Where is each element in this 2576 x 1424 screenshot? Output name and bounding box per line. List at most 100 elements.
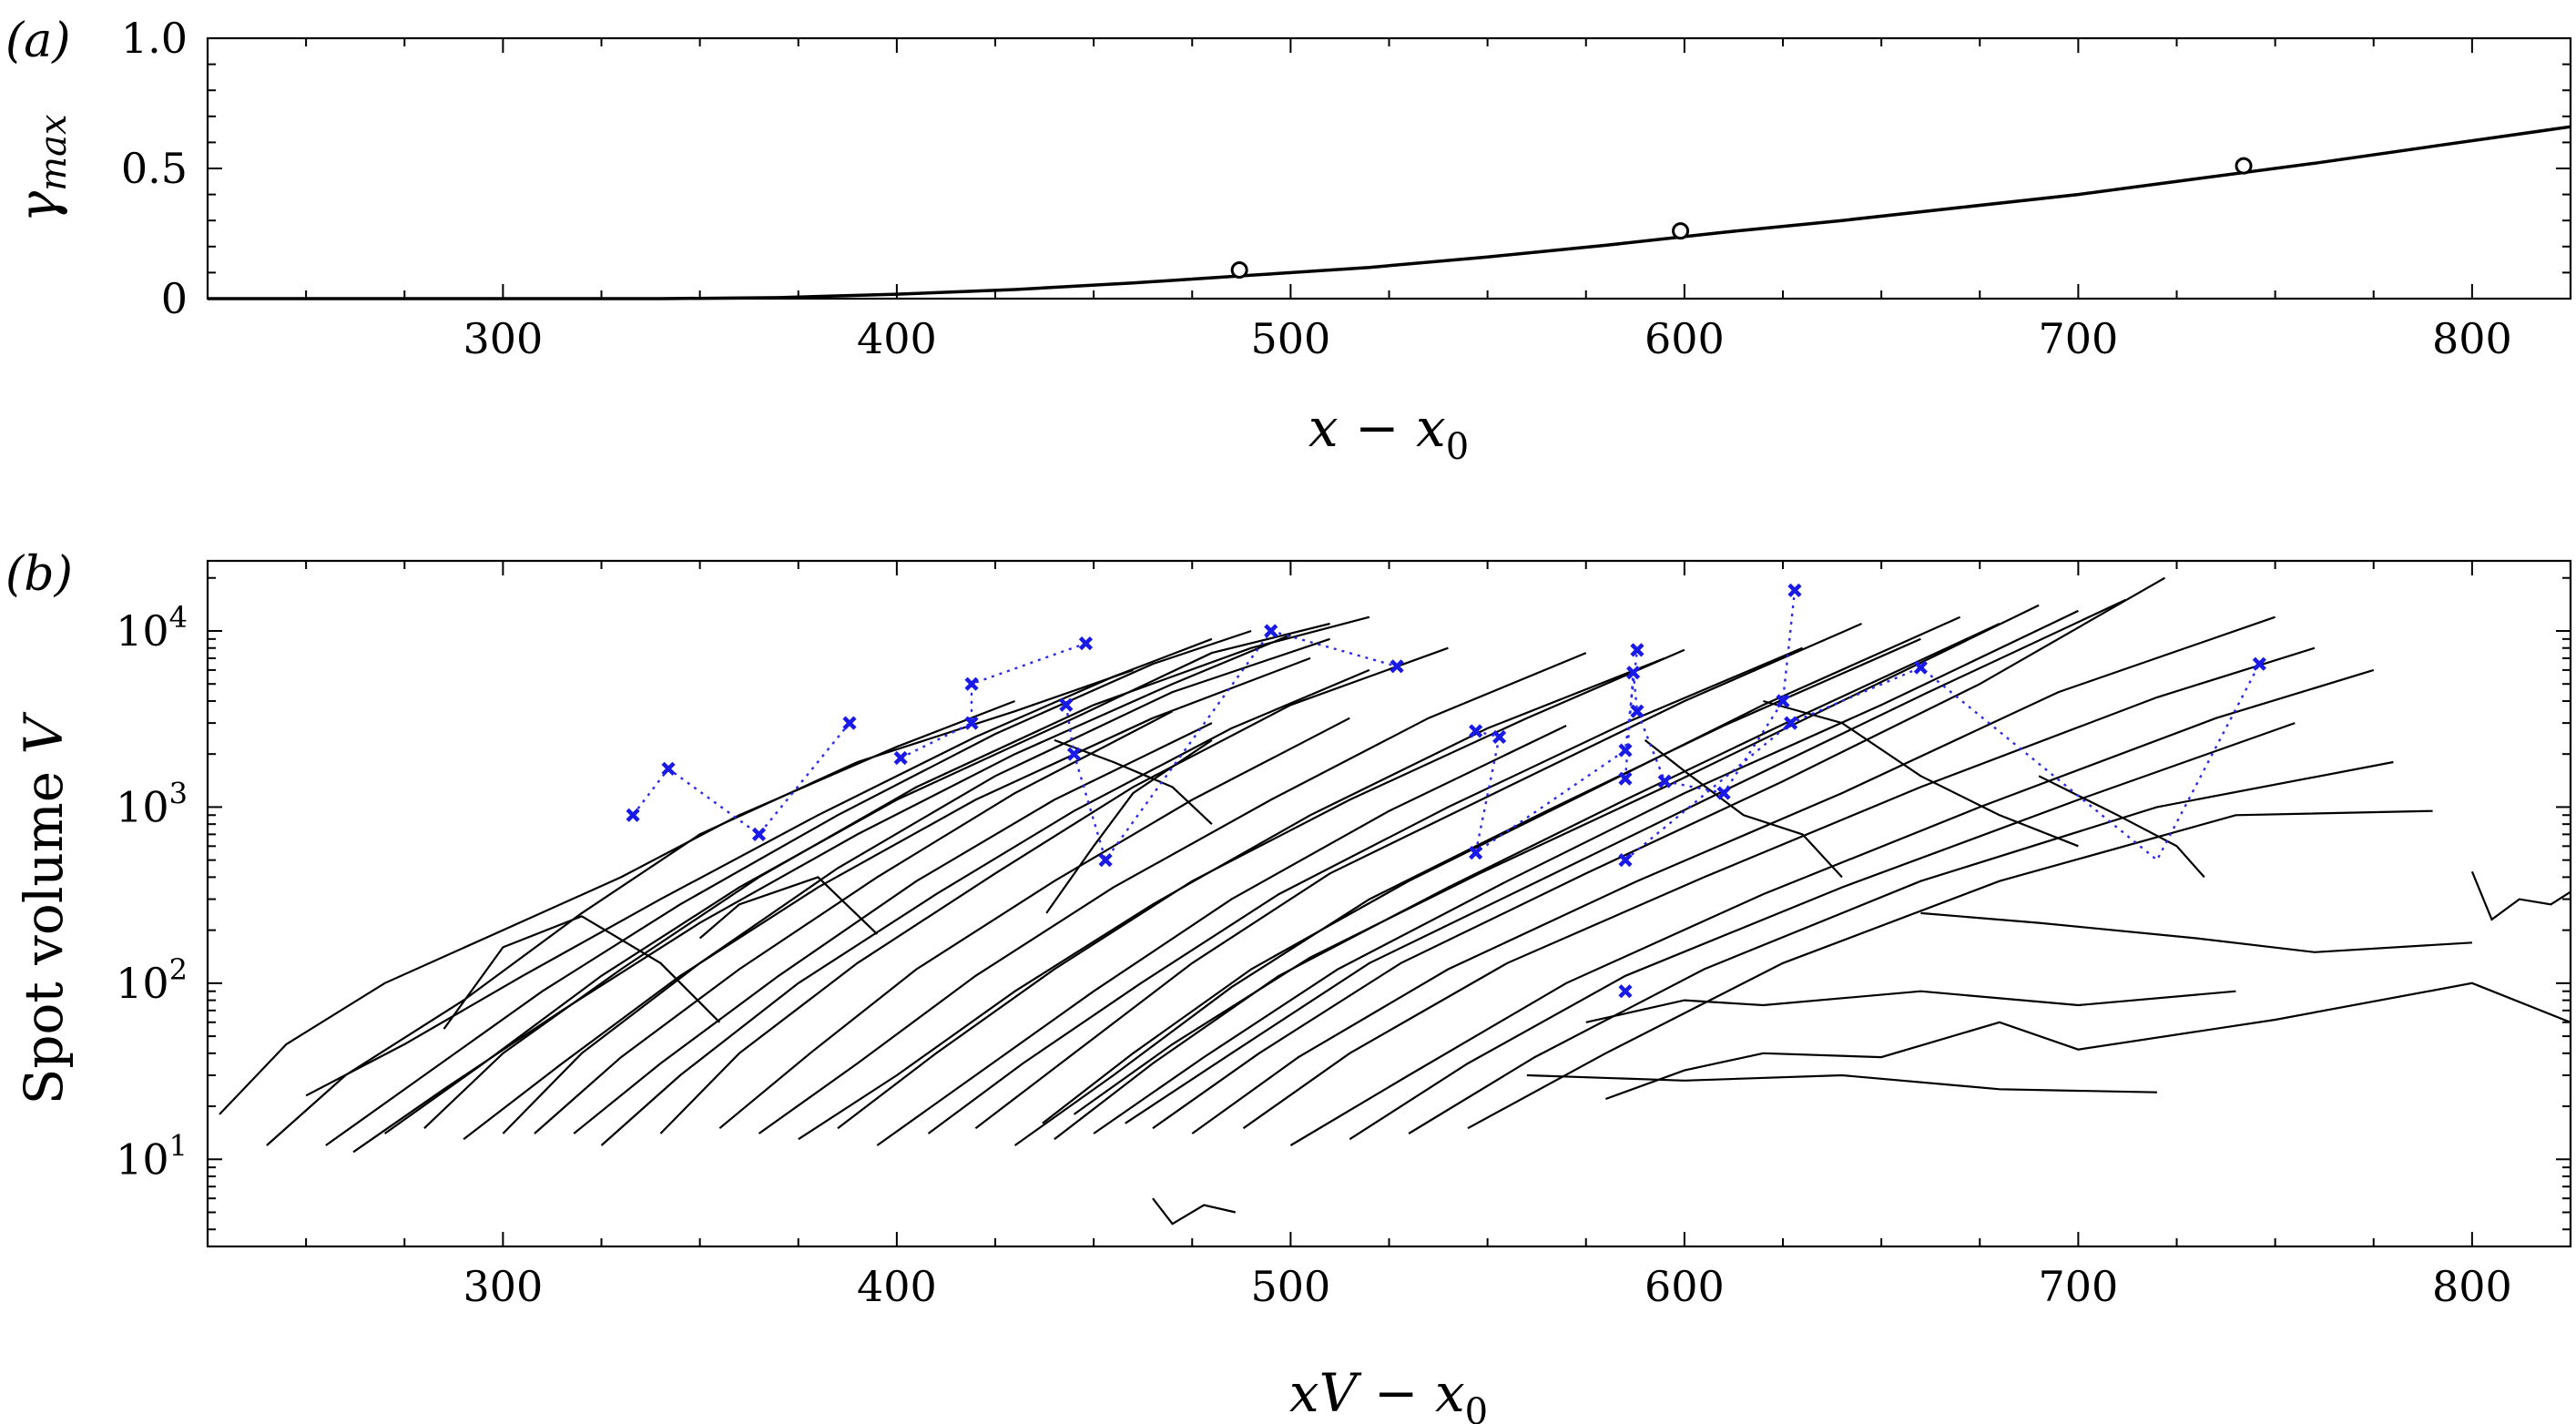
x-tick-label-a: 800: [2432, 314, 2512, 363]
tracking-path: [900, 642, 1086, 759]
x-tick-label-a: 300: [463, 314, 543, 363]
spot-trajectory: [1191, 615, 2276, 1134]
cross-stroke: [1618, 853, 1633, 868]
x-axis-label-b-main: xV − x: [1289, 1362, 1465, 1424]
y-axis-label-b-symbol: V: [13, 712, 75, 755]
spot-cross-marker: [1630, 643, 1644, 657]
tracking-paths: [632, 590, 2261, 863]
spot-cross-marker: [964, 716, 979, 730]
spot-cross-marker: [2252, 656, 2266, 671]
plot-frame-a: [206, 36, 2572, 300]
y-tick-label-a: 0.5: [121, 144, 188, 193]
spot-cross-marker: [1618, 743, 1633, 758]
spot-cross-marker: [1787, 583, 1802, 597]
spot-trajectory: [1408, 760, 2394, 1134]
spot-trajectory: [1467, 809, 2433, 1130]
spot-trajectory: [1125, 598, 2126, 1124]
spot-trajectory: [423, 615, 1370, 1129]
spot-trajectory: [1526, 1073, 2157, 1093]
tracking-path: [1624, 590, 1797, 795]
spot-trajectory: [2470, 870, 2570, 921]
spot-cross-marker: [1066, 747, 1082, 761]
spot-trajectory: [502, 637, 1330, 1134]
tick-labels-a: 300 400 500 600 700 800 0 0.5 1.0: [121, 14, 2512, 363]
spot-cross-marker: [1469, 724, 1483, 738]
cross-stroke: [1618, 743, 1633, 758]
spot-trajectory: [1920, 911, 2472, 953]
spot-trajectory: [1013, 637, 1921, 1146]
y-tick-label-a: 0: [161, 274, 188, 323]
y-tick-label-b: 101: [116, 1128, 188, 1184]
y-tick-label-b-exponent: 1: [169, 1128, 188, 1163]
spot-trajectory: [1045, 738, 1213, 914]
spot-cross-marker: [1784, 716, 1798, 730]
spot-trajectory: [600, 668, 1370, 1146]
cross-stroke: [1469, 724, 1483, 738]
cross-stroke: [1784, 716, 1798, 730]
x-tick-label-b: 800: [2432, 1262, 2512, 1311]
spot-trajectory: [305, 637, 1213, 1097]
cross-stroke: [1264, 624, 1278, 638]
y-axis-label-b: Spot volume V: [13, 712, 75, 1105]
x-tick-label-b: 600: [1644, 1262, 1725, 1311]
spot-trajectory: [1605, 982, 2570, 1101]
spot-trajectory: [1349, 722, 2296, 1141]
x-tick-label-a: 700: [2038, 314, 2118, 363]
y-tick-label-b: 104: [116, 600, 188, 656]
x-axis-label-b-sub: 0: [1465, 1391, 1488, 1424]
cross-stroke: [661, 761, 676, 776]
panel-label-a: (a): [5, 14, 71, 68]
cross-stroke: [1390, 659, 1404, 674]
y-tick-label-b-base: 10: [116, 606, 169, 656]
x-tick-label-b: 700: [2038, 1262, 2118, 1311]
cross-stroke: [1716, 786, 1731, 800]
cross-stroke: [1618, 984, 1633, 999]
spot-trajectory: [974, 622, 1862, 1130]
x-tick-label-a: 600: [1644, 314, 1725, 363]
spot-trajectory: [1073, 604, 2040, 1115]
spot-markers: [626, 583, 2266, 999]
x-tick-label-a: 400: [857, 314, 937, 363]
spot-trajectory: [325, 629, 1252, 1146]
gamma-max-curve: [208, 125, 2571, 300]
cross-stroke: [1630, 643, 1644, 657]
cross-stroke: [1657, 774, 1672, 788]
spot-trajectory: [837, 648, 1685, 1130]
spot-trajectory: [1152, 576, 2166, 1130]
spot-trajectory: [1242, 646, 2316, 1130]
y-tick-label-a: 1.0: [121, 14, 188, 63]
spot-cross-marker: [842, 716, 857, 730]
spot-trajectory: [1054, 623, 2001, 1141]
spot-cross-marker: [1469, 846, 1483, 860]
gamma-marker: [2235, 157, 2253, 175]
spot-cross-marker: [1626, 666, 1641, 680]
spot-trajectory: [698, 876, 879, 940]
spot-trajectory: [383, 622, 1330, 1134]
y-tick-label-b-base: 10: [116, 959, 169, 1008]
y-tick-label-b-base: 10: [116, 782, 169, 831]
axis-ticks-a: [208, 37, 2571, 300]
spot-cross-marker: [1264, 624, 1278, 638]
spot-cross-marker: [751, 827, 767, 841]
spot-cross-marker: [1078, 636, 1094, 651]
spot-cross-marker: [1913, 660, 1928, 675]
spot-trajectory: [659, 646, 1449, 1134]
spot-trajectory: [1093, 609, 2079, 1134]
cross-stroke: [842, 716, 857, 730]
y-tick-label-b-exponent: 2: [169, 952, 188, 987]
spot-trajectory: [266, 668, 1134, 1146]
cross-stroke: [2252, 656, 2266, 671]
cross-stroke: [1776, 694, 1790, 708]
y-axis-label-a-symbol: γ: [7, 191, 69, 223]
cross-stroke: [1913, 660, 1928, 675]
spot-trajectory: [927, 646, 1804, 1134]
y-tick-label-b-base: 10: [116, 1134, 169, 1184]
spot-trajectory: [534, 710, 1174, 1134]
spot-trajectory: [2038, 775, 2205, 879]
spot-cross-marker: [1059, 697, 1074, 712]
spot-cross-marker: [1776, 694, 1790, 708]
y-tick-label-b: 103: [116, 776, 188, 831]
spot-trajectory: [1152, 1197, 1237, 1226]
